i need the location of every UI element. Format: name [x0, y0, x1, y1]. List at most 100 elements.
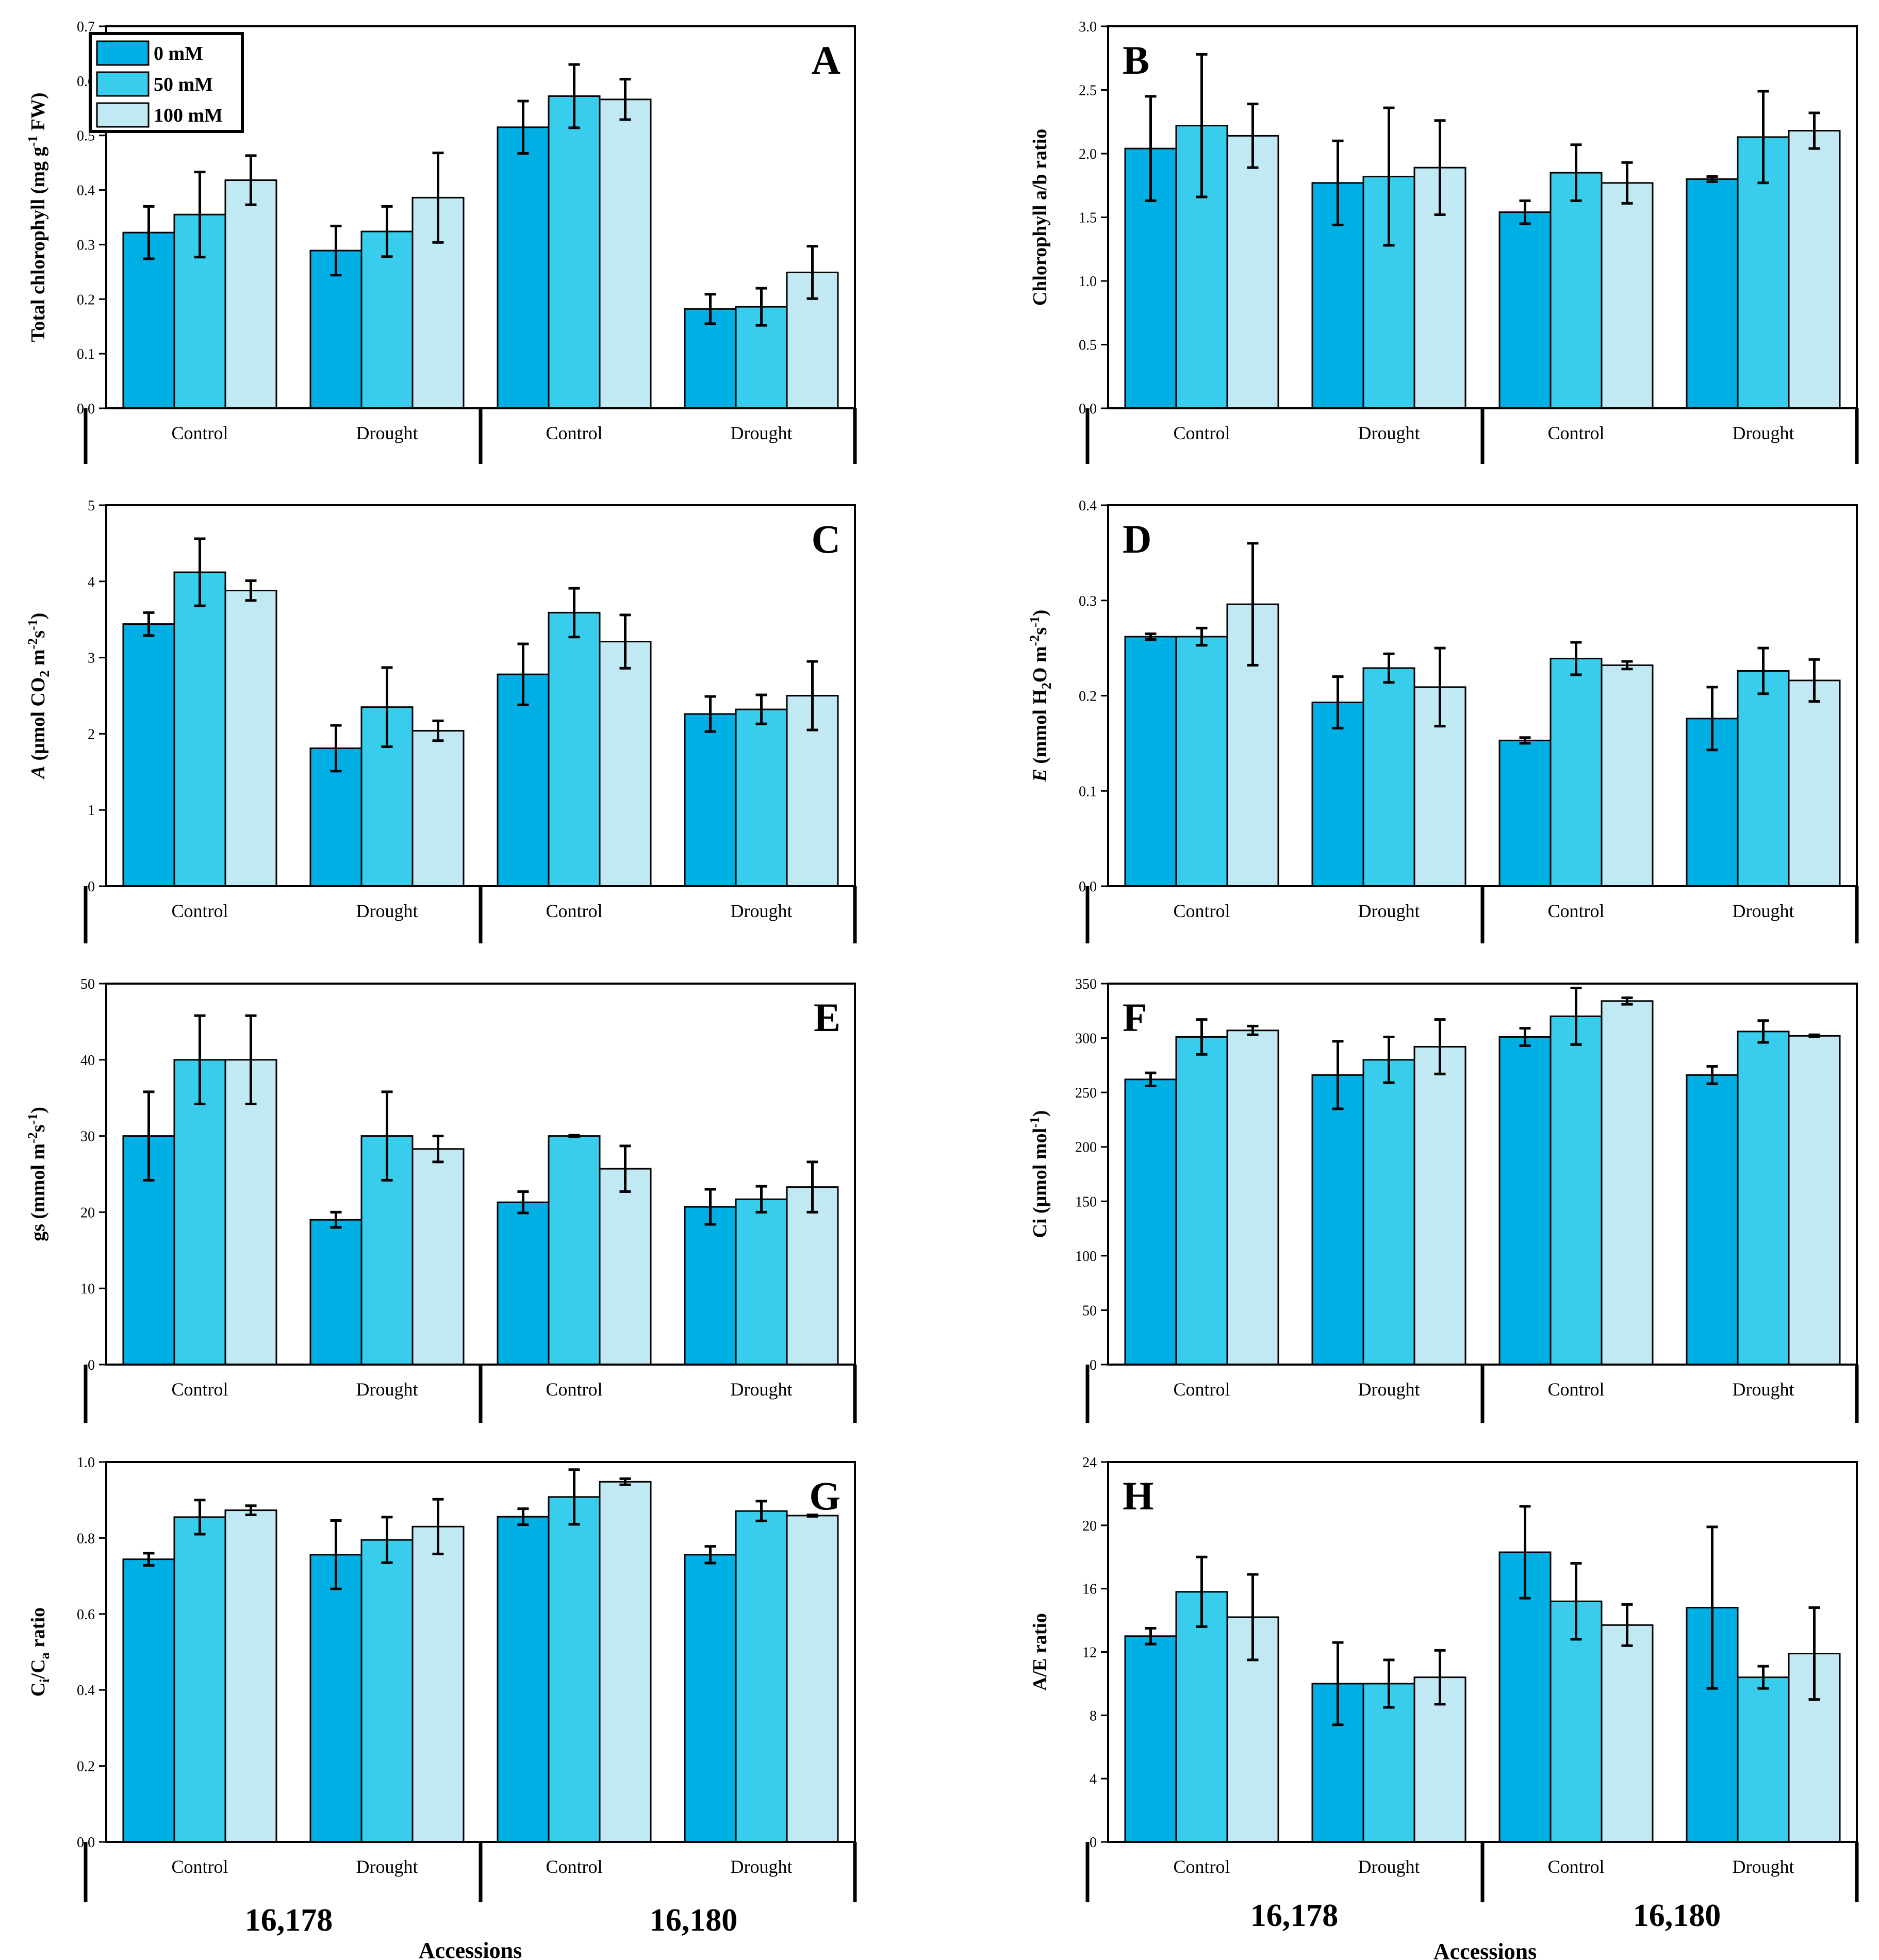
bar-G-2-s2: [360, 1539, 414, 1843]
bar-A-3-s3: [599, 98, 652, 409]
legend-swatch: [96, 71, 150, 97]
bar-A-2-s2: [360, 230, 414, 409]
panel-letter: E: [814, 995, 840, 1040]
bar-A-1-s3: [224, 179, 277, 409]
bar-B-3-s3: [1601, 182, 1654, 409]
bar-B-4-s3: [1788, 130, 1841, 409]
y-tick-label: 20: [1082, 1518, 1097, 1534]
y-tick-label: 0.6: [77, 1607, 95, 1623]
bar-G-3-s1: [497, 1516, 550, 1843]
y-tick-label: 10: [80, 1281, 95, 1297]
y-label-part: a: [37, 1652, 52, 1659]
accession-label: 16,180: [650, 1903, 738, 1938]
y-label-part: s: [27, 630, 49, 638]
category-label: Control: [546, 423, 602, 443]
bar-E-2-s1: [309, 1219, 362, 1366]
y-tick-label: 0: [1090, 1835, 1097, 1851]
bar-D-3-s3: [1601, 664, 1654, 887]
y-label-part: O m: [1029, 646, 1051, 683]
bar-G-4-s2: [735, 1510, 788, 1843]
bar-C-4-s2: [735, 708, 788, 887]
panel-F: 0 50 100 150 200 250 300 350 Control Drought Contr…: [1027, 976, 1859, 1423]
bar-F-2-s1: [1311, 1074, 1364, 1366]
y-label-part: s: [27, 1124, 49, 1132]
bar-E-3-s3: [599, 1168, 652, 1366]
y-label-part: ): [27, 1107, 49, 1114]
bar-G-1-s1: [122, 1558, 175, 1843]
y-label-part: -1: [1027, 1117, 1042, 1128]
bar-B-3-s1: [1498, 211, 1552, 409]
panel-E: 0 10 20 30 40 50 Control Drought Control Drought E…: [25, 976, 857, 1423]
bar-H-3-s1: [1498, 1551, 1552, 1843]
category-label: Control: [1173, 1856, 1230, 1877]
bar-E-4-s1: [684, 1206, 737, 1366]
y-axis-label: gs (mmol m-2​s-1​): [25, 1107, 49, 1241]
bar-B-1-s3: [1226, 135, 1279, 409]
panel-letter: A: [812, 38, 840, 82]
category-label: Drought: [731, 423, 793, 443]
y-axis-label: A (μmol CO2​ m-2​s-1​): [25, 613, 52, 780]
bar-A-3-s2: [548, 95, 601, 409]
y-tick-label: 100: [1075, 1249, 1097, 1265]
bar-C-2-s3: [411, 729, 465, 887]
panel-letter: G: [809, 1473, 840, 1518]
legend-label: 100 mM: [154, 105, 223, 126]
y-label-part: Total chlorophyll (mg g: [27, 147, 49, 342]
bar-F-3-s2: [1550, 1015, 1603, 1366]
legend: 0 mM 50 mM 100 mM: [89, 32, 244, 133]
bar-H-2-s2: [1362, 1683, 1415, 1843]
y-label-part: -2: [25, 638, 40, 650]
y-tick-label: 0.4: [1079, 498, 1097, 514]
panel-letter: F: [1123, 995, 1147, 1040]
category-label: Control: [1547, 1379, 1604, 1400]
y-axis-label: E (mmol H2​O m-2​s-1​): [1027, 610, 1054, 783]
bar-G-4-s1: [684, 1554, 737, 1843]
panel-letter: H: [1123, 1473, 1154, 1518]
bar-E-4-s2: [735, 1198, 788, 1366]
category-label: Drought: [356, 1856, 418, 1877]
legend-label: 50 mM: [154, 74, 213, 95]
y-axis-label: Ci (μmol mol-1​): [1027, 1110, 1051, 1238]
bar-F-2-s2: [1362, 1059, 1415, 1366]
y-label-part: -2: [25, 1132, 40, 1143]
bar-H-1-s1: [1124, 1635, 1177, 1843]
y-axis-label: Total chlorophyll (mg g-1​ FW): [25, 92, 49, 342]
panel-C: 0 1 2 3 4 5 Control Drought Control Drought C A (μm…: [25, 498, 857, 943]
y-label-part: 2: [1039, 683, 1054, 689]
bar-D-1-s2: [1175, 636, 1228, 887]
category-label: Drought: [1733, 423, 1794, 443]
panels: 0.00.10.20.30.40.50.60.7ControlDroughtCo…: [25, 19, 1859, 1902]
y-label-part: A: [27, 766, 49, 779]
bar-A-3-s1: [497, 126, 550, 409]
accession-label: 16,178: [245, 1903, 333, 1938]
bar-G-3-s3: [599, 1481, 652, 1843]
y-tick-label: 200: [1075, 1140, 1097, 1156]
bar-C-4-s1: [684, 713, 737, 887]
y-label-part: ratio: [27, 1607, 49, 1653]
bar-F-1-s3: [1226, 1029, 1279, 1366]
bar-G-4-s3: [786, 1515, 839, 1843]
category-label: Control: [171, 1856, 228, 1877]
panel-A: 0.00.10.20.30.40.50.60.7ControlDroughtCo…: [25, 19, 857, 464]
y-tick-label: 2: [88, 726, 95, 742]
y-tick-label: 1.0: [77, 1455, 95, 1471]
y-label-part: i: [37, 1679, 52, 1682]
bar-G-1-s3: [224, 1509, 277, 1843]
bar-C-3-s3: [599, 641, 652, 887]
bar-F-2-s3: [1413, 1045, 1466, 1366]
panel-D: 0.00.10.20.30.4ControlDroughtControlDrou…: [1027, 498, 1859, 943]
bar-H-4-s2: [1737, 1676, 1790, 1843]
bar-C-3-s2: [548, 611, 601, 887]
bar-E-3-s2: [548, 1135, 601, 1366]
panel-letter: B: [1123, 38, 1149, 82]
y-tick-label: 0.2: [77, 292, 95, 308]
y-label-part: gs (mmol m: [27, 1143, 49, 1241]
y-label-part: Chlorophyll a/b ratio: [1029, 129, 1051, 306]
y-tick-label: 0.2: [77, 1759, 95, 1775]
y-tick-label: 0.4: [77, 183, 95, 199]
bar-E-2-s3: [411, 1148, 465, 1366]
y-tick-label: 24: [1082, 1455, 1097, 1471]
panel-letter: D: [1123, 517, 1151, 561]
accession-label: 16,180: [1633, 1898, 1721, 1933]
bar-G-2-s1: [309, 1554, 362, 1843]
